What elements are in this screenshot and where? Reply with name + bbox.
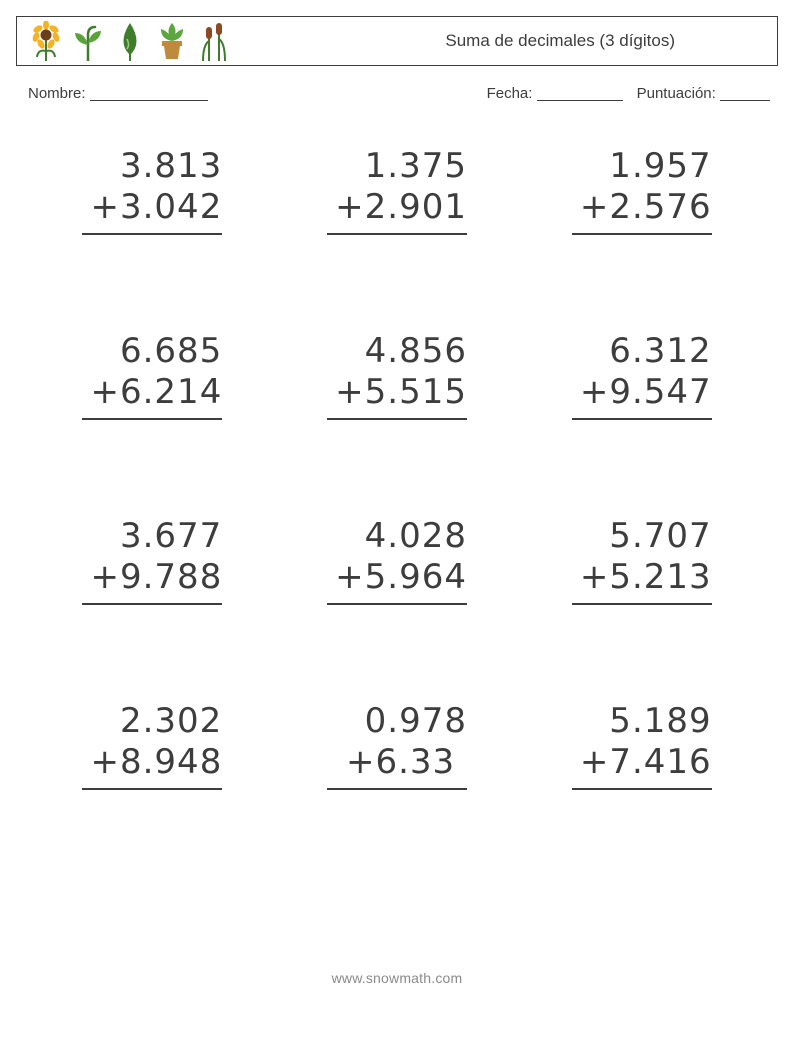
reeds-icon — [197, 21, 231, 61]
date-label: Fecha: — [487, 85, 533, 102]
addend-a: 1.375 — [327, 146, 467, 187]
addend-a: 0.978 — [327, 701, 467, 742]
problem-rule — [82, 418, 222, 420]
problem-rule — [572, 788, 712, 790]
name-label: Nombre: — [28, 85, 86, 102]
problem: 2.302+8.948 — [82, 701, 222, 790]
addend-b: +5.515 — [327, 372, 467, 413]
problem: 3.677+9.788 — [82, 516, 222, 605]
meta-date: Fecha: — [487, 84, 623, 102]
header-icons-row — [29, 21, 231, 61]
addend-b: +6.214 — [82, 372, 222, 413]
problem-rule — [82, 603, 222, 605]
worksheet-title: Suma de decimales (3 dígitos) — [445, 31, 675, 51]
problem: 6.685+6.214 — [82, 331, 222, 420]
problem-rule — [82, 788, 222, 790]
problem: 5.707+5.213 — [572, 516, 712, 605]
addend-a: 4.856 — [327, 331, 467, 372]
problem: 1.375+2.901 — [327, 146, 467, 235]
problem-rule — [327, 233, 467, 235]
name-blank[interactable] — [90, 87, 208, 101]
problem: 5.189+7.416 — [572, 701, 712, 790]
potted-plant-icon — [155, 21, 189, 61]
meta-name: Nombre: — [28, 84, 208, 102]
problem: 6.312+9.547 — [572, 331, 712, 420]
sprout-icon — [71, 21, 105, 61]
sunflower-icon — [29, 21, 63, 61]
addend-b: +8.948 — [82, 742, 222, 783]
addend-a: 5.189 — [572, 701, 712, 742]
worksheet-page: Suma de decimales (3 dígitos) Nombre: Fe… — [0, 0, 794, 1010]
problem-rule — [572, 603, 712, 605]
addend-b: +3.042 — [82, 187, 222, 228]
problems-grid: 3.813+3.042 1.375+2.901 1.957+2.576 6.68… — [16, 146, 778, 790]
problem-rule — [572, 233, 712, 235]
addend-b: +5.213 — [572, 557, 712, 598]
problem: 1.957+2.576 — [572, 146, 712, 235]
addend-b: +9.788 — [82, 557, 222, 598]
problem-rule — [327, 788, 467, 790]
score-blank[interactable] — [720, 87, 770, 101]
problem: 0.978+6.33 — [327, 701, 467, 790]
leaf-drop-icon — [113, 21, 147, 61]
problem: 3.813+3.042 — [82, 146, 222, 235]
meta-row: Nombre: Fecha: Puntuación: — [16, 84, 778, 102]
addend-a: 3.813 — [82, 146, 222, 187]
addend-b: +9.547 — [572, 372, 712, 413]
addend-a: 3.677 — [82, 516, 222, 557]
problem-rule — [327, 418, 467, 420]
meta-score: Puntuación: — [637, 84, 770, 102]
addend-a: 1.957 — [572, 146, 712, 187]
problem-rule — [572, 418, 712, 420]
addend-b: +6.33 — [327, 742, 467, 783]
addend-b: +7.416 — [572, 742, 712, 783]
addend-a: 2.302 — [82, 701, 222, 742]
footer-url: www.snowmath.com — [16, 970, 778, 986]
addend-a: 4.028 — [327, 516, 467, 557]
problem: 4.856+5.515 — [327, 331, 467, 420]
problem-rule — [327, 603, 467, 605]
addend-b: +2.901 — [327, 187, 467, 228]
score-label: Puntuación: — [637, 85, 716, 102]
addend-b: +5.964 — [327, 557, 467, 598]
header-box: Suma de decimales (3 dígitos) — [16, 16, 778, 66]
addend-b: +2.576 — [572, 187, 712, 228]
problem-rule — [82, 233, 222, 235]
addend-a: 6.312 — [572, 331, 712, 372]
addend-a: 6.685 — [82, 331, 222, 372]
addend-a: 5.707 — [572, 516, 712, 557]
date-blank[interactable] — [537, 87, 623, 101]
problem: 4.028+5.964 — [327, 516, 467, 605]
